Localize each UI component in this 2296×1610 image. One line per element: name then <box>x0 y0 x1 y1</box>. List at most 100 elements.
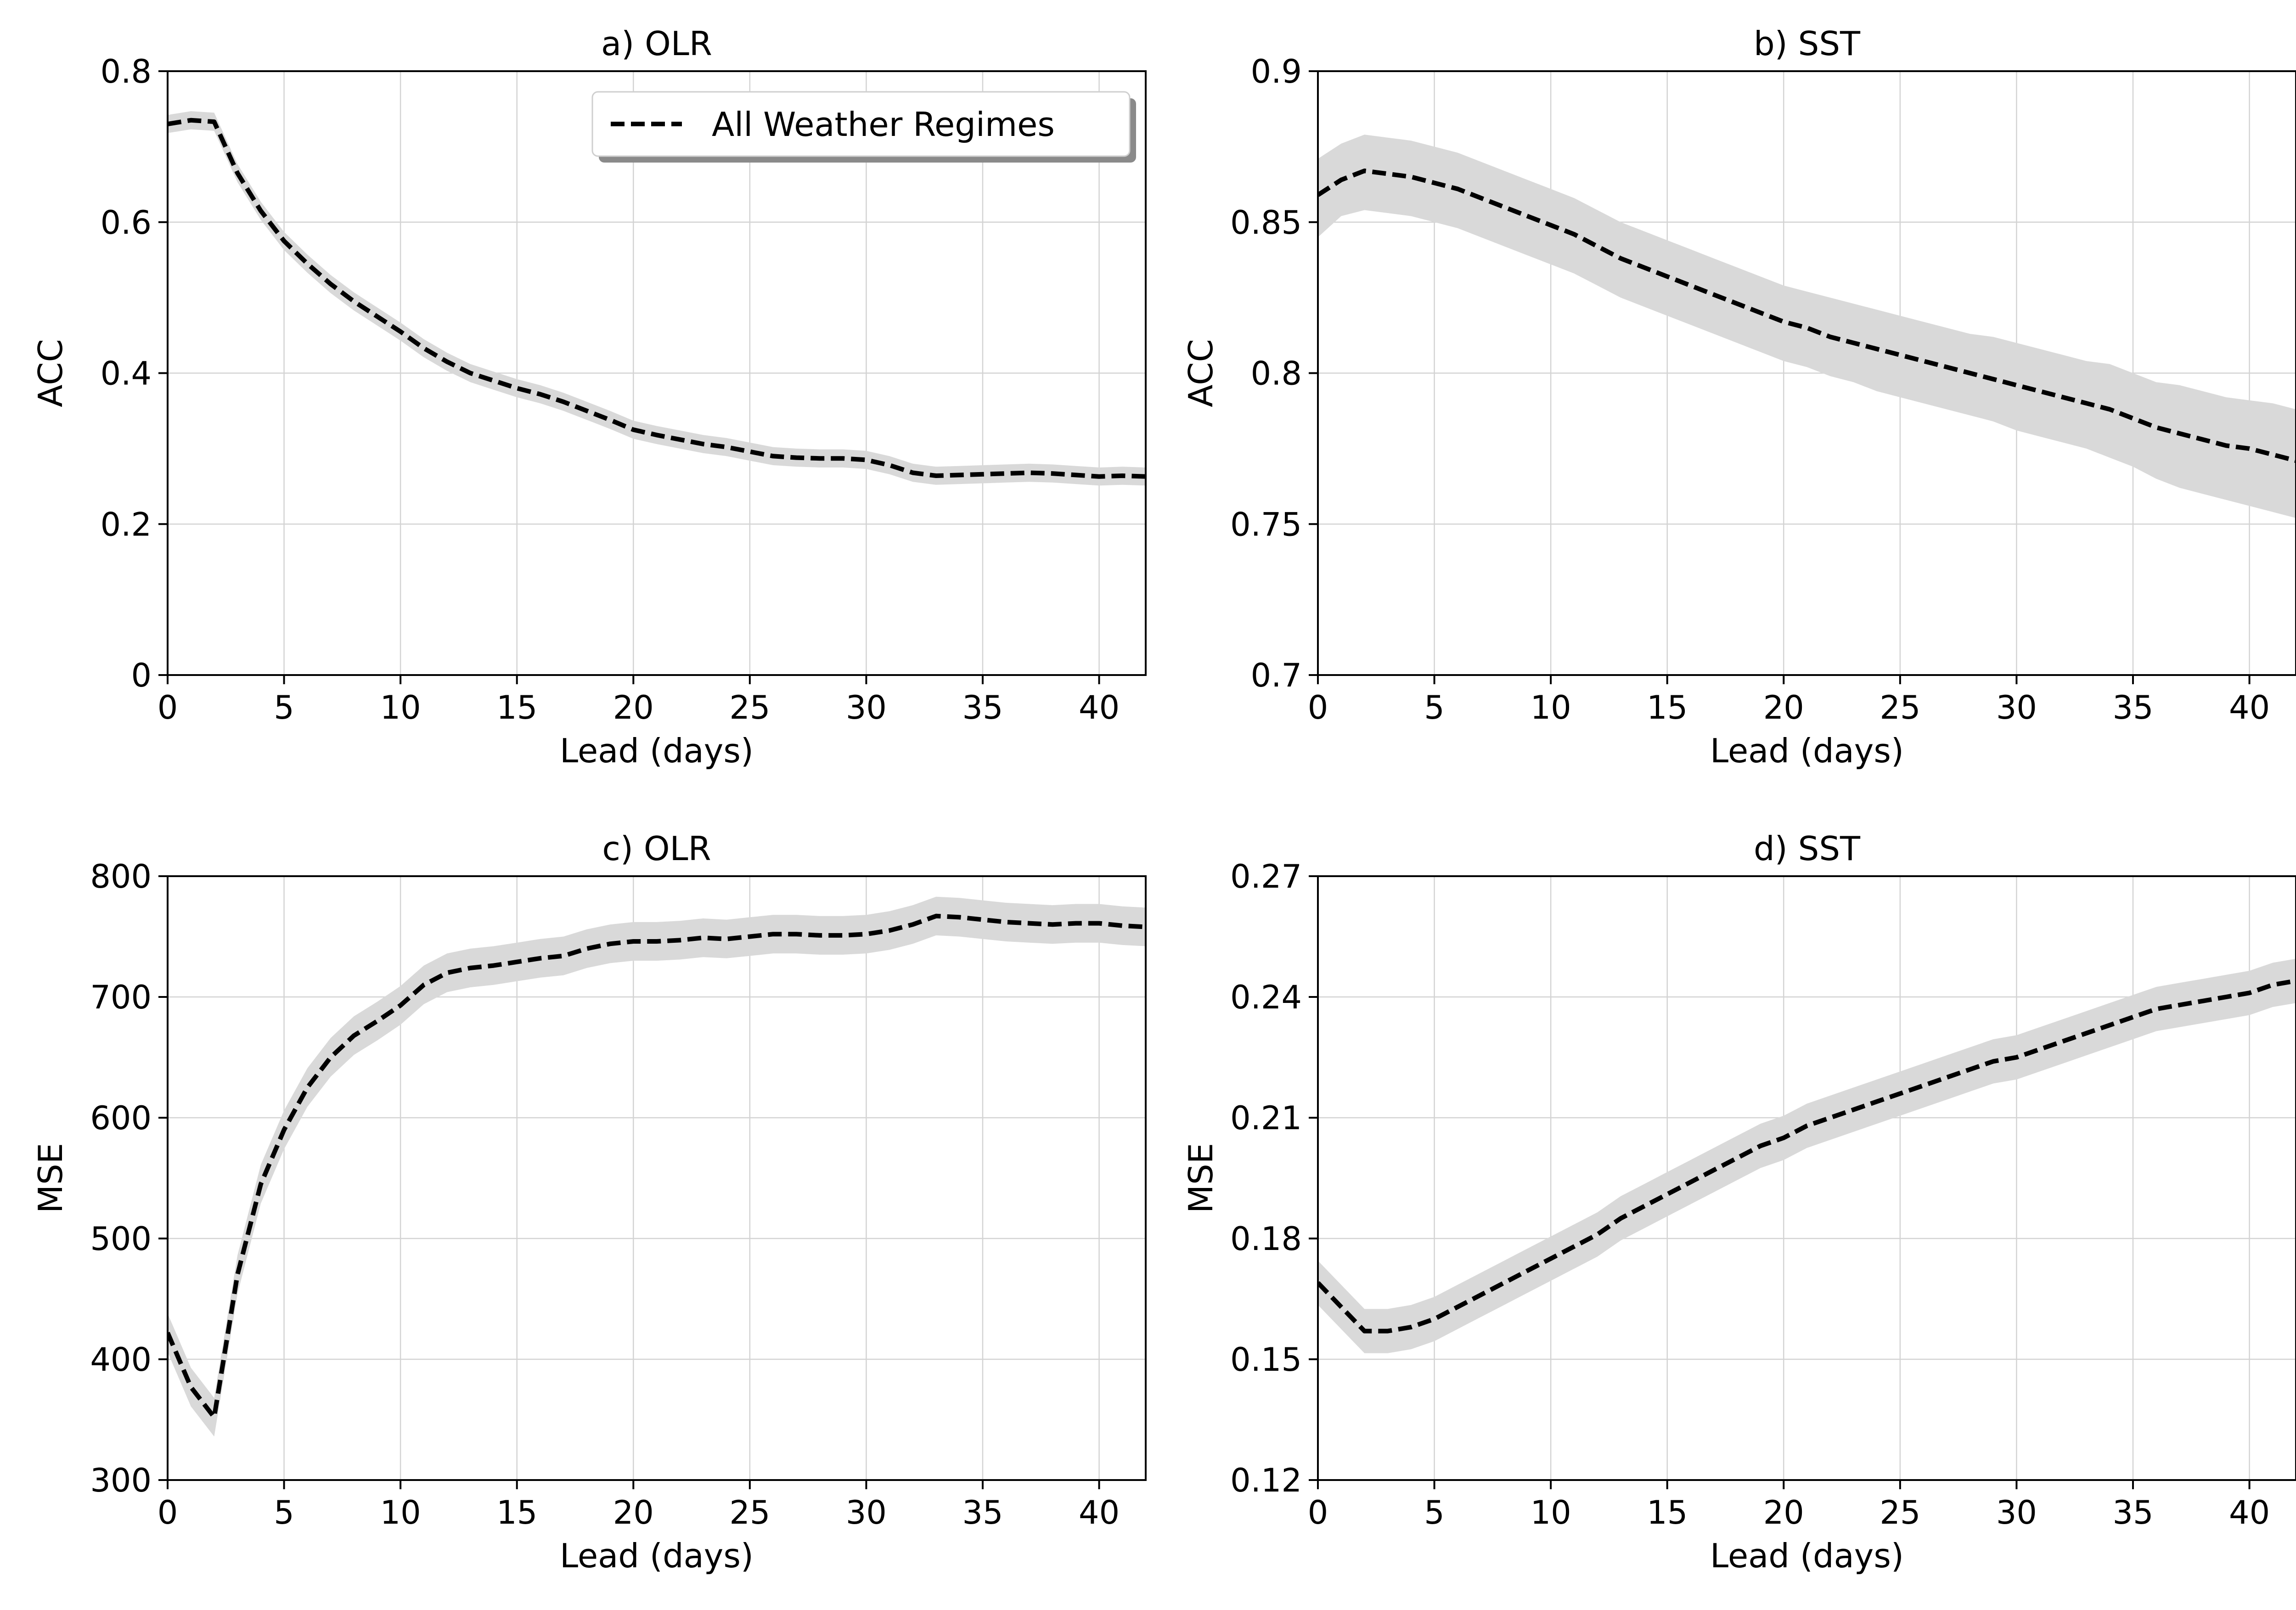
x-tick-label: 25 <box>1880 689 1920 726</box>
panel-title: a) OLR <box>601 24 712 63</box>
x-ticks: 0 5 10 15 20 25 30 35 40 <box>1308 675 2270 726</box>
x-tick-label: 40 <box>1079 689 1120 726</box>
y-tick-label: 0.8 <box>1251 355 1302 393</box>
axes-frame <box>1317 875 2296 1481</box>
x-tick-label: 5 <box>1424 689 1445 726</box>
y-tick-label: 0.6 <box>101 204 152 242</box>
confidence-band-layer <box>1318 958 2296 1353</box>
x-tick-label: 40 <box>1079 1494 1120 1531</box>
x-tick-label: 20 <box>613 1494 654 1531</box>
confidence-band <box>1318 135 2296 518</box>
x-tick-label: 25 <box>729 689 770 726</box>
y-tick-label: 0.27 <box>1230 858 1302 895</box>
y-tick-label: 800 <box>90 858 152 895</box>
x-tick-label: 20 <box>613 689 654 726</box>
x-axis-label: Lead (days) <box>1710 732 1904 770</box>
axes-frame <box>167 875 1147 1481</box>
y-tick-label: 300 <box>90 1462 152 1499</box>
x-tick-label: 5 <box>274 1494 294 1531</box>
x-axis-label: Lead (days) <box>560 1537 754 1575</box>
y-ticks: 0 0.2 0.4 0.6 0.8 <box>101 53 168 694</box>
x-tick-label: 15 <box>1647 689 1688 726</box>
panel-title: c) OLR <box>602 829 711 868</box>
x-tick-label: 35 <box>2112 689 2153 726</box>
x-tick-label: 5 <box>274 689 294 726</box>
y-tick-label: 0.2 <box>101 506 152 543</box>
series-line-all-weather-regimes <box>168 118 1146 479</box>
panel-d-sst-mse: 0 5 10 15 20 25 30 35 40 0.12 0.15 0.18 0.21 0.24 0.2… <box>1182 829 2296 1575</box>
x-tick-label: 30 <box>1996 689 2037 726</box>
x-tick-label: 20 <box>1763 1494 1804 1531</box>
panel-c-olr-mse: 0 5 10 15 20 25 30 35 40 300 400 500 600 700 800 c) O… <box>31 829 1147 1575</box>
x-tick-label: 35 <box>2112 1494 2153 1531</box>
x-ticks: 0 5 10 15 20 25 30 35 40 <box>1308 1480 2270 1531</box>
x-tick-label: 25 <box>1880 1494 1920 1531</box>
x-tick-label: 30 <box>1996 1494 2037 1531</box>
y-tick-label: 0.21 <box>1230 1099 1302 1137</box>
y-tick-label: 700 <box>90 979 152 1016</box>
x-tick-label: 5 <box>1424 1494 1445 1531</box>
y-tick-label: 0.7 <box>1251 657 1302 694</box>
x-tick-label: 0 <box>1308 1494 1328 1531</box>
y-tick-label: 0.8 <box>101 53 152 90</box>
x-ticks: 0 5 10 15 20 25 30 35 40 <box>158 1480 1120 1531</box>
series-line-all-weather-regimes <box>1318 978 2296 1334</box>
series-line-all-weather-regimes <box>1318 169 2296 463</box>
panel-title: b) SST <box>1754 24 1861 63</box>
x-ticks: 0 5 10 15 20 25 30 35 40 <box>158 675 1120 726</box>
series-line-layer <box>168 913 1146 1420</box>
panel-b-sst-acc: 0 5 10 15 20 25 30 35 40 0.7 0.75 0.8 0.85 0.9 b) SS… <box>1182 24 2296 770</box>
confidence-band <box>1318 958 2296 1353</box>
panel-a-olr-acc: 0 5 10 15 20 25 30 35 40 0 0.2 0.4 0.6 0.8 a) OLR Le… <box>31 24 1147 770</box>
y-tick-label: 600 <box>90 1099 152 1137</box>
x-tick-label: 35 <box>962 689 1003 726</box>
x-tick-label: 25 <box>729 1494 770 1531</box>
y-tick-label: 0.85 <box>1230 204 1302 242</box>
x-axis-label: Lead (days) <box>560 732 754 770</box>
confidence-band-layer <box>1318 135 2296 518</box>
x-tick-label: 30 <box>846 689 887 726</box>
y-tick-label: 0.9 <box>1251 53 1302 90</box>
y-axis-label: MSE <box>31 1143 70 1213</box>
series-line-all-weather-regimes <box>168 913 1146 1420</box>
y-ticks: 0.12 0.15 0.18 0.21 0.24 0.27 <box>1230 858 1318 1499</box>
y-tick-label: 0.4 <box>101 355 152 393</box>
y-axis-label: MSE <box>1182 1143 1220 1213</box>
series-line-layer <box>1318 169 2296 463</box>
x-tick-label: 20 <box>1763 689 1804 726</box>
x-tick-label: 0 <box>1308 689 1328 726</box>
x-tick-label: 40 <box>2229 1494 2270 1531</box>
y-tick-label: 0.15 <box>1230 1341 1302 1379</box>
y-ticks: 0.7 0.75 0.8 0.85 0.9 <box>1230 53 1318 694</box>
y-ticks: 300 400 500 600 700 800 <box>90 858 168 1499</box>
series-line-layer <box>1318 978 2296 1334</box>
x-tick-label: 15 <box>1647 1494 1688 1531</box>
legend: All Weather Regimes <box>591 91 1136 163</box>
x-tick-label: 0 <box>158 1494 178 1531</box>
y-tick-label: 500 <box>90 1220 152 1258</box>
y-tick-label: 0.24 <box>1230 979 1302 1016</box>
x-tick-label: 10 <box>380 1494 421 1531</box>
x-tick-label: 0 <box>158 689 178 726</box>
x-tick-label: 30 <box>846 1494 887 1531</box>
x-tick-label: 10 <box>1531 1494 1571 1531</box>
x-axis-label: Lead (days) <box>1710 1537 1904 1575</box>
y-tick-label: 0.18 <box>1230 1220 1302 1258</box>
y-tick-label: 0.75 <box>1230 506 1302 543</box>
y-tick-label: 400 <box>90 1341 152 1379</box>
y-tick-label: 0.12 <box>1230 1462 1302 1499</box>
x-tick-label: 15 <box>496 689 537 726</box>
legend-entry-all-weather-regimes: All Weather Regimes <box>712 105 1055 144</box>
x-tick-label: 15 <box>496 1494 537 1531</box>
x-tick-label: 40 <box>2229 689 2270 726</box>
series-line-layer <box>168 118 1146 479</box>
legend-box <box>591 91 1131 157</box>
panel-title: d) SST <box>1754 829 1861 868</box>
y-axis-label: ACC <box>1182 339 1220 407</box>
x-tick-label: 35 <box>962 1494 1003 1531</box>
x-tick-label: 10 <box>380 689 421 726</box>
x-tick-label: 10 <box>1531 689 1571 726</box>
y-axis-label: ACC <box>31 339 70 407</box>
